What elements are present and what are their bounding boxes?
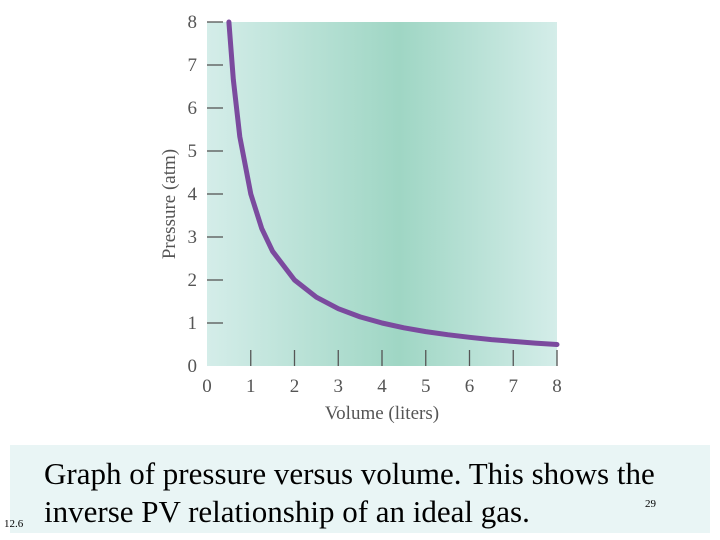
y-tick-label: 0	[188, 356, 198, 377]
x-tick-label: 3	[334, 376, 344, 397]
plot-background	[207, 22, 557, 366]
y-tick-label: 7	[188, 55, 198, 76]
y-tick-label: 2	[188, 270, 198, 291]
caption-text: Graph of pressure versus volume. This sh…	[44, 456, 655, 529]
slide-number: 29	[645, 498, 656, 510]
y-tick-label: 4	[188, 184, 198, 205]
x-tick-label: 8	[552, 376, 562, 397]
pressure-volume-chart: 0 1 2 3 4 5 6 7 8 0 1 2 3 4 5 6 7 8 Volume (liters) Pres…	[159, 12, 562, 424]
y-tick-label: 3	[188, 227, 198, 248]
y-tick-label: 1	[188, 313, 198, 334]
y-axis-title: Pressure (atm)	[159, 149, 180, 259]
x-tick-label: 4	[377, 376, 387, 397]
y-axis: 0 1 2 3 4 5 6 7 8	[188, 12, 223, 377]
figure-label: 12.6	[4, 518, 24, 530]
x-axis-title: Volume (liters)	[325, 403, 439, 424]
x-tick-label: 5	[421, 376, 431, 397]
x-tick-label: 2	[290, 376, 300, 397]
x-axis: 0 1 2 3 4 5 6 7 8	[202, 350, 562, 397]
x-tick-label: 1	[246, 376, 256, 397]
y-tick-label: 6	[188, 98, 198, 119]
caption-box: Graph of pressure versus volume. This sh…	[10, 445, 710, 533]
y-tick-label: 5	[188, 141, 198, 162]
x-tick-label: 7	[509, 376, 519, 397]
y-tick-label: 8	[188, 12, 198, 33]
pressure-volume-curve	[226, 19, 560, 347]
x-tick-label: 6	[465, 376, 475, 397]
x-tick-label: 0	[202, 376, 212, 397]
